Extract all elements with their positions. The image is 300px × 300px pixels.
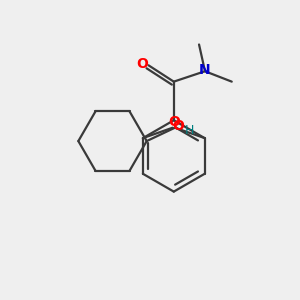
Text: O: O [168, 116, 180, 129]
Text: O: O [172, 119, 184, 133]
Text: O: O [136, 57, 148, 71]
Text: H: H [184, 124, 194, 136]
Text: N: N [199, 63, 211, 77]
